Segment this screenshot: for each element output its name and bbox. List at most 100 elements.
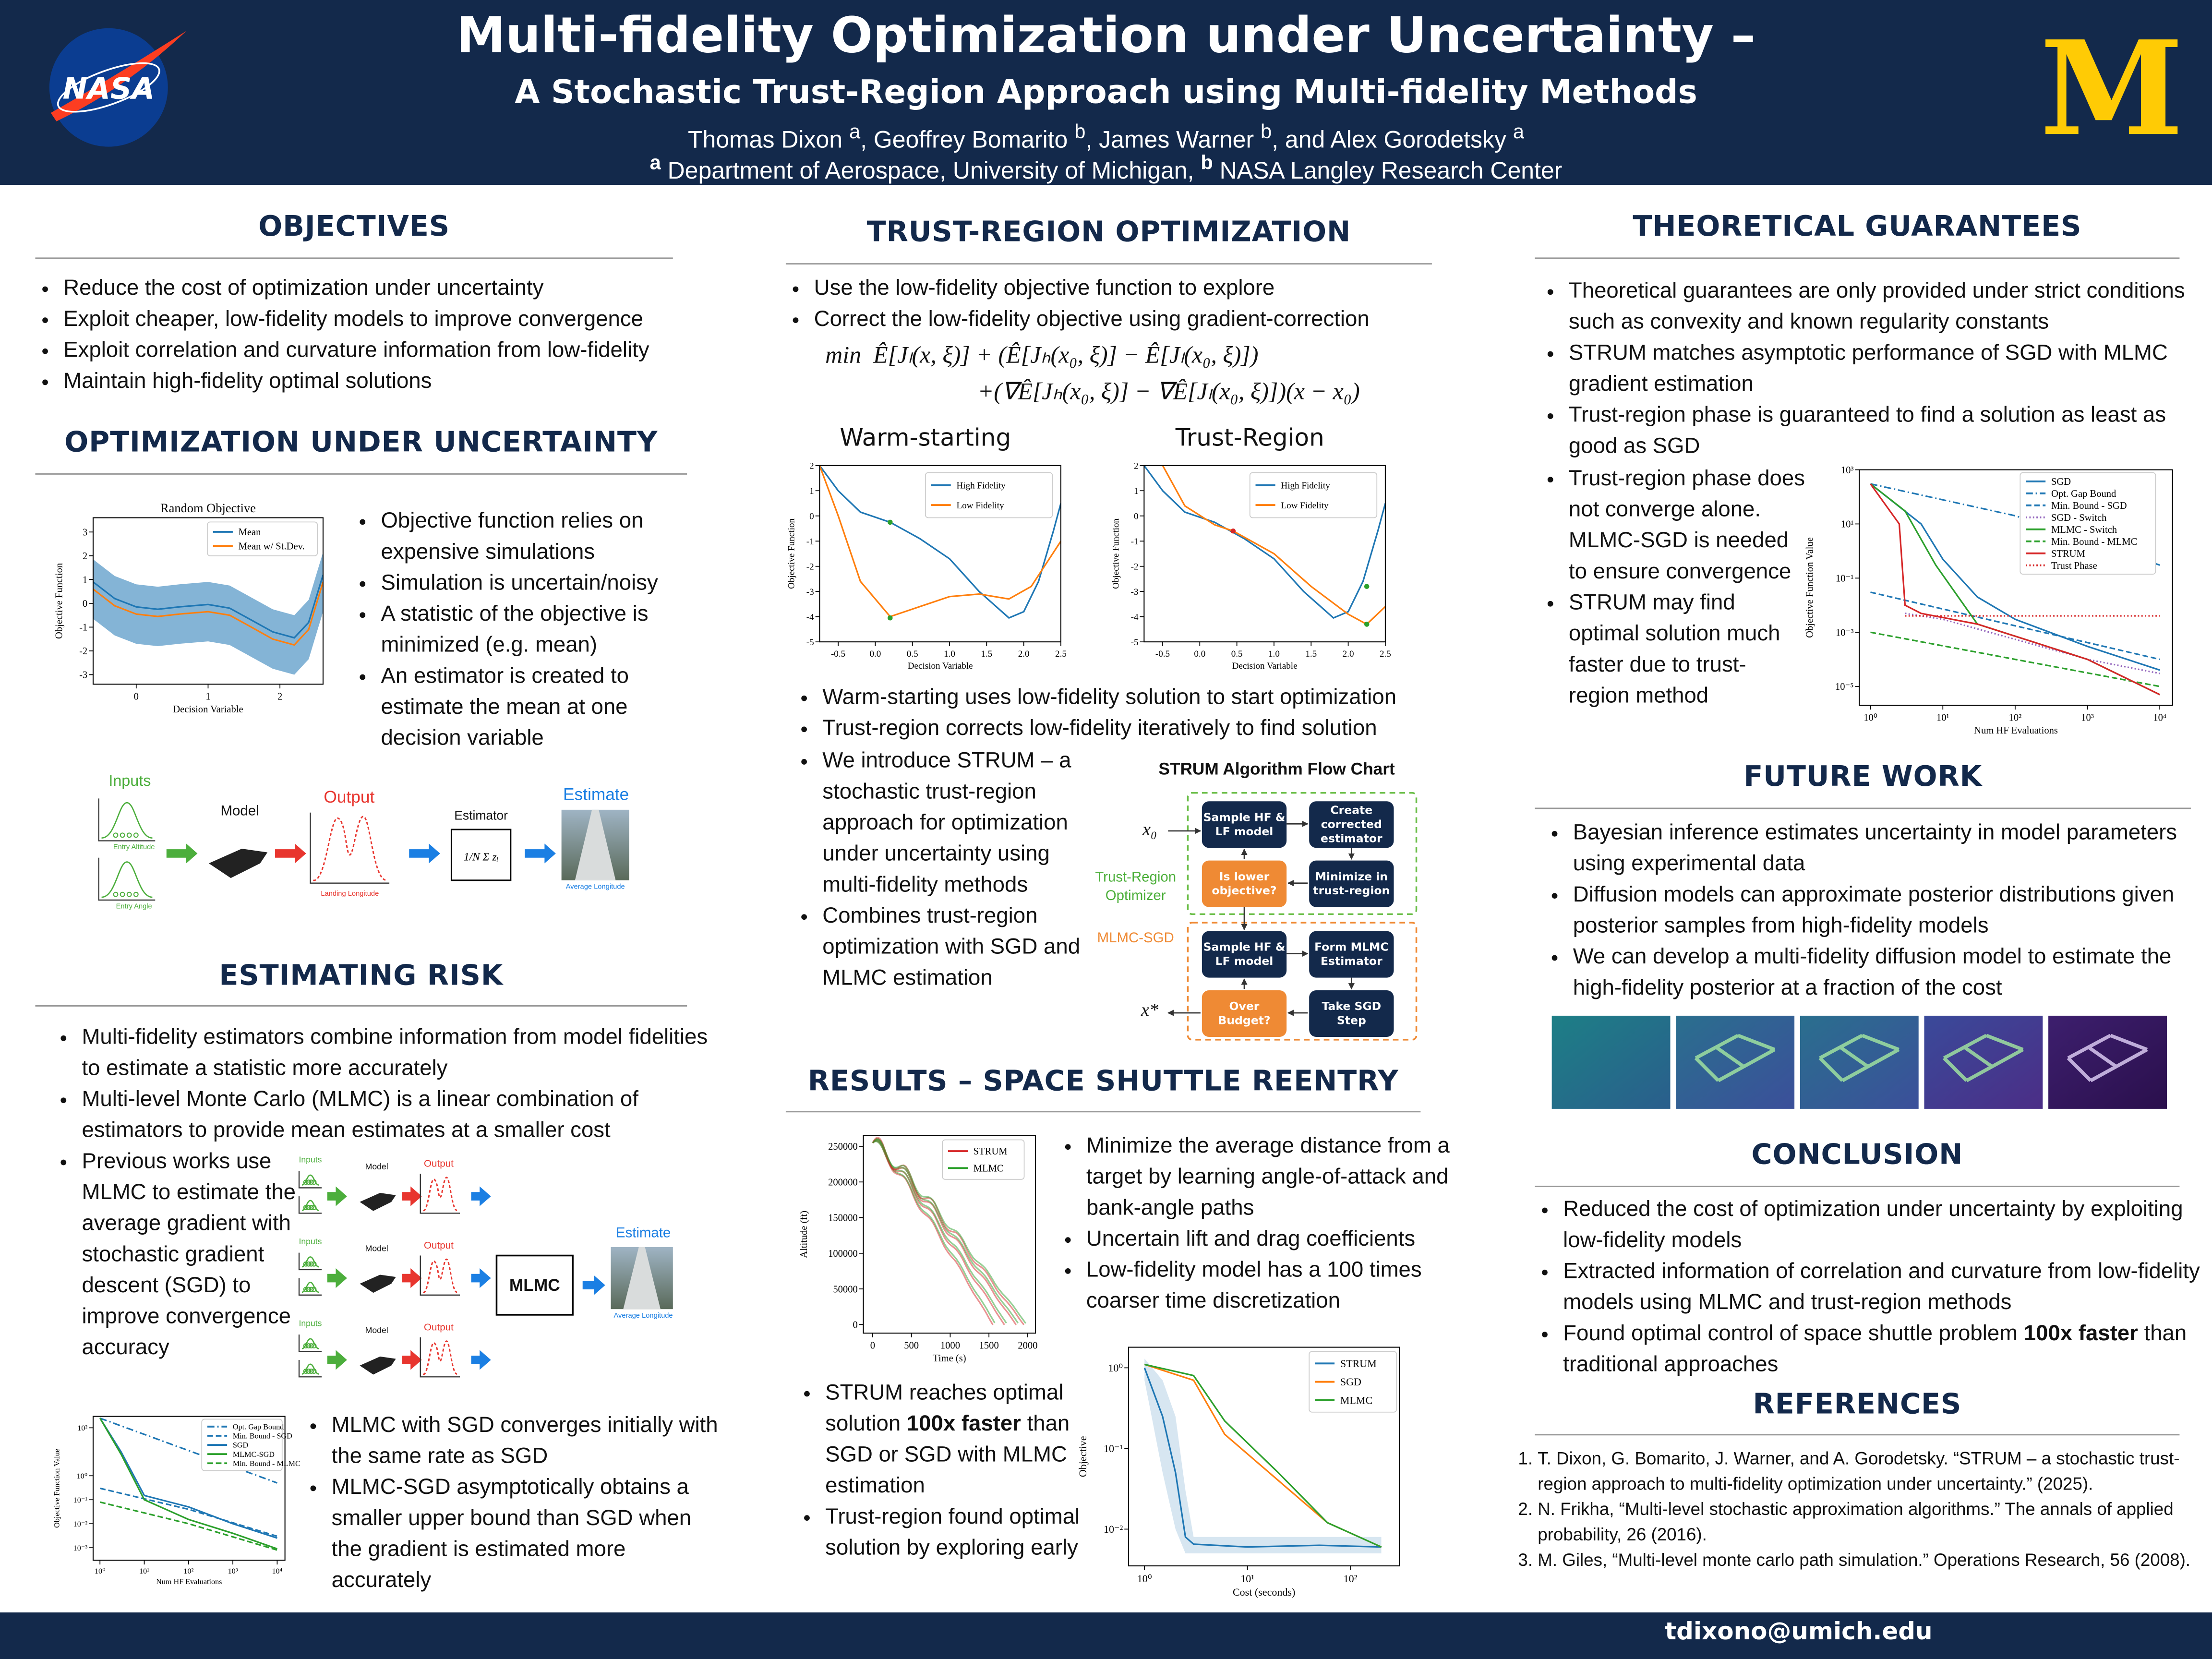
plot-area xyxy=(1143,1358,1382,1554)
axes-frame xyxy=(92,1416,286,1561)
shuttle-icon xyxy=(360,1274,396,1293)
curve xyxy=(1870,631,2160,687)
diagram-label: Inputs xyxy=(108,773,151,790)
diagram-label: Inputs xyxy=(299,1156,322,1166)
bullet: Multi-level Monte Carlo (MLMC) is a line… xyxy=(82,1085,716,1147)
text-segment: STRUM reaches optimal solution xyxy=(825,1381,1064,1436)
input-dist xyxy=(98,798,156,842)
bullet: Minimize the average distance from a tar… xyxy=(1086,1131,1460,1225)
curve xyxy=(1143,1367,1382,1548)
bullet: Theoretical guarantees are only provided… xyxy=(1569,276,2211,338)
y-tick-label: -5 xyxy=(806,637,814,648)
bullet-list: Previous works use MLMC to estimate the … xyxy=(54,1147,315,1364)
bullet: Uncertain lift and drag coefficients xyxy=(1086,1225,1460,1256)
superscript: a xyxy=(849,121,861,144)
curve xyxy=(99,1418,278,1550)
legend-label: Low Fidelity xyxy=(1281,501,1329,511)
plot-title: Warm-starting xyxy=(840,424,1011,453)
posterior-sample xyxy=(1551,1015,1671,1109)
ladder-shape xyxy=(1943,1034,2024,1082)
reference: T. Dixon, G. Bomarito, J. Warner, and A.… xyxy=(1538,1447,2208,1497)
email: tdixono@umich.edu xyxy=(1665,1618,1933,1647)
arrow xyxy=(327,1268,347,1288)
input-label: Entry Altitude xyxy=(113,843,155,853)
y-tick-label: 1 xyxy=(1134,486,1139,496)
y-tick-label: 0 xyxy=(1134,511,1139,521)
y-tick-label: 250000 xyxy=(828,1142,858,1152)
input-dist xyxy=(298,1252,322,1271)
flow-end: x* xyxy=(1141,998,1159,1020)
runway-strip xyxy=(623,1247,661,1310)
shuttle-icon xyxy=(208,848,268,878)
input-dist-dot xyxy=(113,832,119,838)
bullet: Reduce the cost of optimization under un… xyxy=(63,274,712,305)
bullet: Combines trust-region optimization with … xyxy=(822,902,1105,995)
arrow xyxy=(525,843,556,864)
x-tick-label: 500 xyxy=(904,1340,919,1351)
y-tick-label: -2 xyxy=(806,562,814,572)
x-tick-label: 1 xyxy=(205,692,210,702)
y-tick-label: 50000 xyxy=(833,1284,857,1295)
y-tick-label: 0 xyxy=(809,511,814,521)
input-dist xyxy=(298,1196,322,1214)
mlmc-group xyxy=(1187,922,1418,1041)
x-tick-label: 1.0 xyxy=(944,649,955,659)
bold-text: 100x faster xyxy=(906,1412,1021,1436)
bullet: STRUM matches asymptotic performance of … xyxy=(1569,338,2211,400)
flow-node-label: Over Budget? xyxy=(1218,999,1271,1026)
michigan-logo: M xyxy=(2040,12,2184,165)
legend-label: Min. Bound - MLMC xyxy=(233,1460,301,1468)
x-tick-label: 0.5 xyxy=(1231,649,1243,659)
x-axis-label: Num HF Evaluations xyxy=(1974,725,2058,736)
superscript: b xyxy=(1074,121,1086,144)
curve xyxy=(99,1501,277,1551)
plot: 10⁰ 10¹ 10² 10³ 10⁴ 10² 10⁰ 10⁻¹ 10⁻² 10⁻³ Num HF … xyxy=(53,1416,301,1586)
y-axis-label: Objective Function Value xyxy=(53,1449,61,1528)
output-label: Landing Longitude xyxy=(321,890,379,899)
input-dist xyxy=(298,1278,322,1296)
y-axis-label: Objective Function xyxy=(787,518,797,589)
y-tick-label: -2 xyxy=(79,646,87,657)
x-axis-label: Decision Variable xyxy=(908,661,973,671)
output-curve xyxy=(422,1177,457,1211)
input-dist-dot xyxy=(311,1261,317,1267)
output-axes xyxy=(420,1255,460,1296)
axes-frame xyxy=(1143,465,1386,643)
diagram-label: Output xyxy=(424,1159,454,1170)
y-tick-label: 2 xyxy=(809,461,814,471)
iterate-point xyxy=(1364,584,1370,589)
bullet: Objective function relies on expensive s… xyxy=(381,506,712,568)
y-tick-label: 2 xyxy=(1134,461,1139,471)
flow-node xyxy=(1202,990,1287,1037)
flow-node xyxy=(1309,990,1394,1037)
y-tick-label: 1 xyxy=(83,575,87,586)
x-tick-label: -0.5 xyxy=(831,649,845,659)
legend-label: STRUM xyxy=(1340,1358,1377,1370)
legend-label: MLMC-SGD xyxy=(233,1451,275,1459)
curve xyxy=(872,1137,1025,1325)
x-tick-label: 1.5 xyxy=(981,649,992,659)
y-tick-label: 10⁰ xyxy=(1108,1362,1123,1374)
x-tick-label: 10⁴ xyxy=(2153,713,2166,723)
input-dist-dot xyxy=(306,1179,312,1185)
text-segment: than traditional approaches xyxy=(1563,1322,2187,1377)
axes-frame xyxy=(819,465,1061,643)
estimator-formula: 1/N Σ zᵢ xyxy=(464,851,499,864)
bullet: Trust-region found optimal solution by e… xyxy=(825,1503,1100,1564)
curve xyxy=(1905,613,2160,674)
diagram-label: Output xyxy=(424,1241,454,1251)
bullet: Found optimal control of space shuttle p… xyxy=(1563,1319,2212,1381)
bullet: Low-fidelity model has a 100 times coars… xyxy=(1086,1256,1460,1318)
y-tick-label: 10¹ xyxy=(1841,519,1854,530)
x-tick-label: 10⁰ xyxy=(95,1567,106,1575)
input-dist-dot xyxy=(126,891,132,897)
x-tick-label: 10¹ xyxy=(139,1567,149,1575)
plot-title: Random Objective xyxy=(160,501,256,515)
input-label: Entry Angle xyxy=(116,902,152,912)
flowchart-title: STRUM Algorithm Flow Chart xyxy=(1158,759,1395,779)
input-dist-dot xyxy=(308,1205,314,1211)
input-dist-dot xyxy=(133,891,139,897)
